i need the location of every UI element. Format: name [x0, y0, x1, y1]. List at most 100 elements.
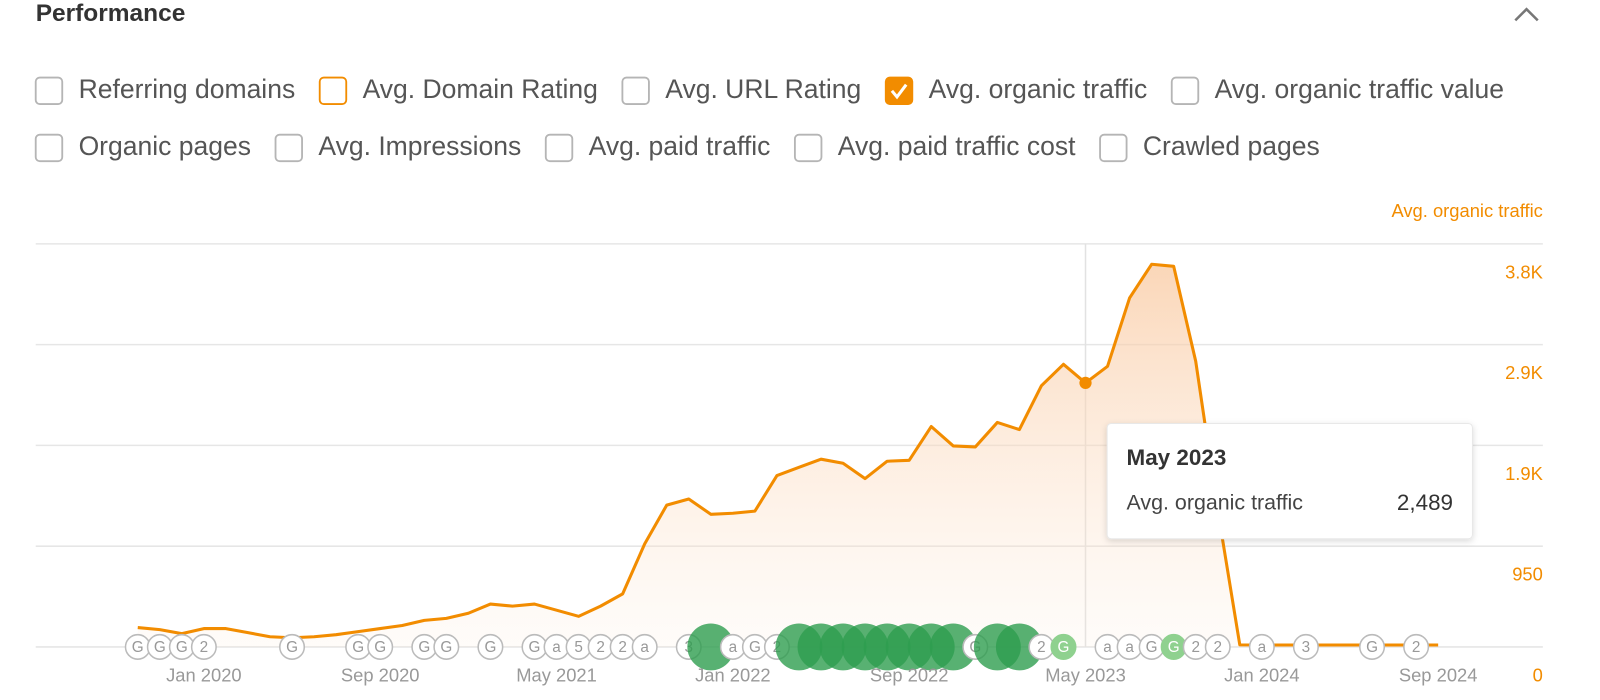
annotation-label[interactable]: G [286, 639, 298, 656]
annotation-label[interactable]: 2 [200, 639, 209, 656]
annotation-major[interactable] [687, 623, 735, 671]
annotation-label[interactable]: 2 [618, 639, 627, 656]
annotation[interactable]: a [1248, 633, 1275, 660]
annotation[interactable]: 2 [1403, 633, 1430, 660]
metric-toggle[interactable]: Avg. Impressions [274, 131, 522, 163]
annotation-label[interactable]: a [1258, 639, 1267, 656]
annotation[interactable]: 2 [1204, 633, 1231, 660]
annotation[interactable]: 5 [565, 633, 592, 660]
annotation-label[interactable]: a [552, 639, 561, 656]
annotation-label[interactable]: 3 [1302, 639, 1311, 656]
annotation-label[interactable]: G [440, 639, 452, 656]
annotation-label[interactable]: 2 [1037, 639, 1046, 656]
annotation-marker[interactable] [1292, 633, 1319, 660]
annotation[interactable]: 2 [609, 633, 636, 660]
annotation-label[interactable]: G [176, 639, 188, 656]
metric-toggle[interactable]: Avg. organic traffic [884, 74, 1148, 105]
checkbox[interactable] [34, 133, 64, 163]
checkbox[interactable] [884, 76, 914, 105]
annotation-major[interactable] [995, 623, 1043, 671]
annotation[interactable]: G [1050, 633, 1077, 660]
annotation-marker[interactable] [1050, 633, 1077, 660]
annotation[interactable]: G [146, 633, 173, 660]
annotation-label[interactable]: G [749, 639, 761, 656]
annotation[interactable]: G [411, 633, 438, 660]
annotation-label[interactable]: G [484, 639, 496, 656]
metric-label[interactable]: Crawled pages [1143, 131, 1320, 161]
annotation-marker[interactable] [433, 633, 460, 660]
annotation[interactable]: G [124, 633, 151, 660]
checkbox[interactable] [34, 76, 64, 105]
checkbox[interactable] [1170, 76, 1200, 105]
metric-label[interactable]: Organic pages [79, 131, 251, 161]
annotation[interactable]: a [719, 633, 746, 660]
annotation[interactable]: G [367, 633, 394, 660]
annotation[interactable]: a [631, 633, 658, 660]
annotation[interactable]: G [433, 633, 460, 660]
annotation-marker[interactable] [367, 633, 394, 660]
annotation[interactable] [929, 623, 977, 671]
annotation-marker[interactable] [279, 633, 306, 660]
annotation-label[interactable]: 5 [574, 639, 583, 656]
annotation-marker[interactable] [1204, 633, 1231, 660]
annotation[interactable]: G [1160, 633, 1187, 660]
annotation[interactable]: G [1138, 633, 1165, 660]
metric-toggle[interactable]: Avg. organic traffic value [1170, 74, 1504, 105]
annotation-label[interactable]: G [352, 639, 364, 656]
annotation-label[interactable]: G [1058, 639, 1070, 656]
annotation[interactable]: 2 [190, 633, 217, 660]
metric-label[interactable]: Avg. Impressions [318, 131, 521, 161]
checkbox[interactable] [1099, 133, 1128, 163]
annotation[interactable]: a [1094, 633, 1121, 660]
metric-toggle[interactable]: Referring domains [34, 74, 296, 105]
metric-toggle[interactable]: Avg. Domain Rating [318, 74, 598, 105]
annotation-marker[interactable] [631, 633, 658, 660]
annotation-label[interactable]: a [1125, 639, 1134, 656]
annotation[interactable]: 2 [1028, 633, 1055, 660]
annotation[interactable]: G [168, 633, 195, 660]
annotation-label[interactable]: G [374, 639, 386, 656]
annotation-marker[interactable] [1248, 633, 1275, 660]
annotation[interactable] [995, 623, 1043, 671]
annotation-label[interactable]: G [1366, 639, 1378, 656]
checkbox[interactable] [621, 76, 650, 105]
metric-label[interactable]: Avg. URL Rating [665, 74, 861, 104]
annotation-label[interactable]: G [418, 639, 430, 656]
annotation[interactable] [687, 623, 735, 671]
annotation[interactable]: G [279, 633, 306, 660]
annotation[interactable]: a [1116, 633, 1143, 660]
annotation-label[interactable]: 2 [1412, 639, 1421, 656]
annotation[interactable]: G [521, 633, 548, 660]
annotation-marker[interactable] [1403, 633, 1430, 660]
annotation-label[interactable]: G [132, 639, 144, 656]
annotation[interactable]: 2 [587, 633, 614, 660]
collapse-chevron[interactable] [1514, 7, 1539, 22]
annotation-label[interactable]: a [640, 639, 649, 656]
annotation-marker[interactable] [1359, 633, 1386, 660]
annotation-label[interactable]: G [529, 639, 541, 656]
annotation-label[interactable]: a [729, 639, 738, 656]
annotation-label[interactable]: G [1168, 639, 1180, 656]
annotation-label[interactable]: 2 [596, 639, 605, 656]
annotation-marker[interactable] [477, 633, 504, 660]
metric-toggle[interactable]: Organic pages [34, 131, 251, 163]
annotation-label[interactable]: 2 [1213, 639, 1222, 656]
annotation-label[interactable]: G [154, 639, 166, 656]
metric-label[interactable]: Avg. organic traffic [929, 74, 1148, 104]
annotation-marker[interactable] [190, 633, 217, 660]
metric-toggle[interactable]: Crawled pages [1099, 131, 1320, 163]
metric-toggle[interactable]: Avg. paid traffic [544, 131, 771, 163]
metric-label[interactable]: Avg. paid traffic [589, 131, 771, 161]
metric-toggle[interactable]: Avg. URL Rating [621, 74, 861, 105]
annotation-label[interactable]: 2 [1191, 639, 1200, 656]
metric-label[interactable]: Avg. paid traffic cost [838, 131, 1076, 161]
metric-toggle[interactable]: Avg. paid traffic cost [793, 131, 1076, 163]
annotation[interactable]: G [345, 633, 372, 660]
checkbox[interactable] [793, 133, 823, 163]
annotation-label[interactable]: G [1146, 639, 1158, 656]
checkbox[interactable] [318, 76, 348, 105]
metric-label[interactable]: Referring domains [79, 74, 296, 104]
annotation-major[interactable] [929, 623, 977, 671]
annotation[interactable]: G [741, 633, 768, 660]
annotation[interactable]: 2 [1182, 633, 1209, 660]
